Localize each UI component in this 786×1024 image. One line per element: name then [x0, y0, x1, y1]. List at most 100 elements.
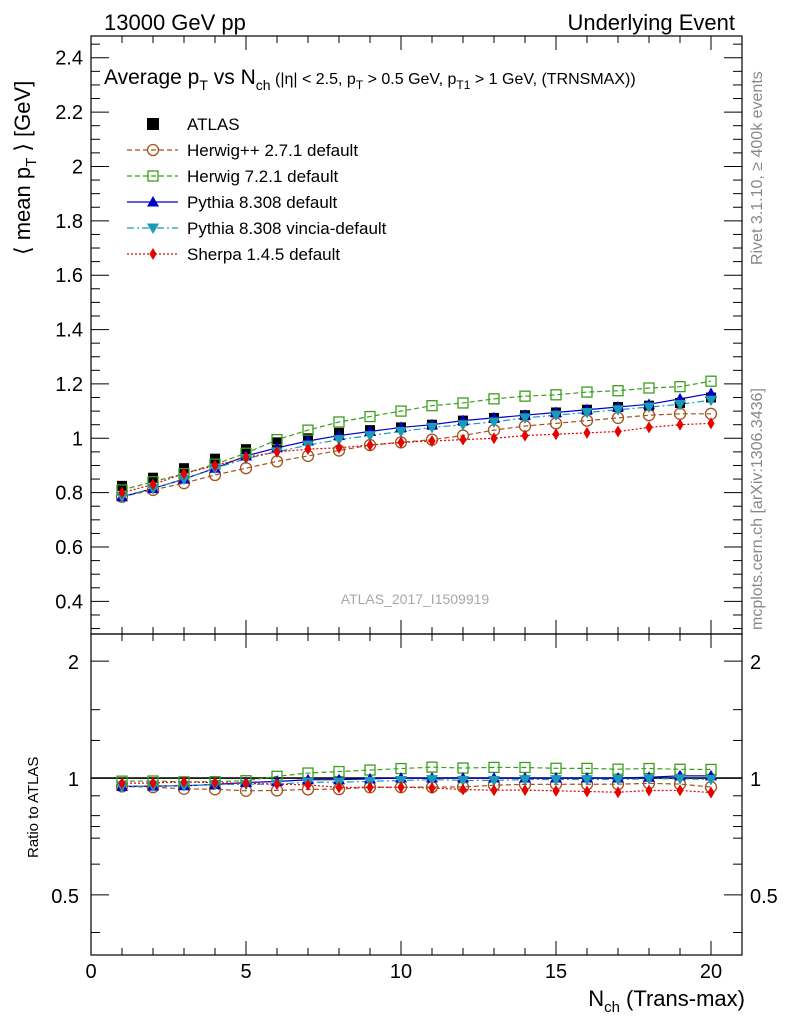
legend: ATLAS Herwig++ 2.7.1 default Herwig 7.2.1 …	[127, 115, 387, 264]
point-sherpa-1-4-5-default	[397, 436, 405, 449]
ratio-y-tick-label: 1	[68, 769, 79, 791]
point-pythia-8-308-vincia-default	[333, 435, 345, 446]
ratio-point-pythia-8-308-vincia-default	[488, 775, 500, 787]
point-herwig-7-2-1-default	[395, 405, 407, 417]
point-herwig-7-2-1-default	[550, 389, 562, 401]
ratio-point-sherpa-1-4-5-default	[149, 777, 157, 790]
point-pythia-8-308-vincia-default	[612, 405, 624, 416]
data-point-atlas	[148, 472, 158, 483]
x-tick-label: 0	[85, 961, 96, 983]
y-tick-label: 0.6	[55, 537, 83, 559]
point-pythia-8-308-vincia-default	[178, 474, 190, 486]
legend-marker-sherpa-1-4-5-default	[149, 248, 157, 260]
point-sherpa-1-4-5-default	[335, 441, 343, 454]
point-sherpa-1-4-5-default	[118, 486, 126, 499]
y-tick-label: 2	[72, 156, 83, 178]
ratio-point-sherpa-1-4-5-default	[304, 778, 312, 791]
point-pythia-8-308-vincia-default	[426, 422, 438, 434]
y-tick-label: 1.8	[55, 211, 83, 233]
y-tick-label: 1	[72, 428, 83, 450]
point-pythia-8-308-vincia-default	[643, 402, 655, 414]
point-herwig-7-2-1-default	[333, 416, 345, 428]
legend-marker-pythia-8-308-vincia-default	[147, 223, 159, 234]
point-herwig-7-2-1-default	[581, 386, 593, 398]
ratio-point-sherpa-1-4-5-default	[335, 781, 343, 794]
ratio-y-tick-label: 2	[68, 652, 79, 674]
ratio-point-sherpa-1-4-5-default	[366, 781, 374, 794]
point-herwig-7-2-1-default	[643, 382, 655, 394]
legend-label-sherpa-1-4-5-default: Sherpa 1.4.5 default	[187, 245, 340, 264]
point-herwig-7-2-1-default	[426, 400, 438, 412]
point-pythia-8-308-default	[705, 387, 717, 398]
y-axis-label: ⟨ mean pT ⟩ [GeV]	[10, 81, 40, 255]
point-sherpa-1-4-5-default	[676, 418, 684, 431]
legend-label-pythia-8-308-vincia-default: Pythia 8.308 vincia-default	[187, 219, 387, 238]
y-tick-label: 0.8	[55, 483, 83, 505]
point-sherpa-1-4-5-default	[273, 445, 281, 458]
ratio-point-pythia-8-308-vincia-default	[519, 775, 531, 786]
data-point-atlas	[117, 480, 127, 491]
x-tick-label: 15	[545, 961, 567, 983]
point-pythia-8-308-vincia-default	[674, 399, 686, 411]
ratio-point-sherpa-1-4-5-default	[583, 785, 591, 798]
ratio-point-sherpa-1-4-5-default	[211, 776, 219, 789]
ratio-point-sherpa-1-4-5-default	[180, 775, 188, 788]
y-tick-label: 2.4	[55, 48, 83, 70]
y-tick-label: 2.2	[55, 102, 83, 124]
ratio-point-sherpa-1-4-5-default	[676, 784, 684, 797]
point-sherpa-1-4-5-default	[583, 426, 591, 439]
x-axis-label: Nch (Trans-max)	[588, 986, 745, 1016]
ratio-y-tick-label-right: 2	[750, 652, 761, 674]
ratio-point-pythia-8-308-vincia-default	[581, 775, 593, 786]
point-pythia-8-308-vincia-default	[395, 426, 407, 438]
ratio-point-sherpa-1-4-5-default	[242, 777, 250, 790]
main-series-group	[115, 375, 718, 503]
y-tick-label: 1.2	[55, 374, 83, 396]
point-herwig-7-2-1-default	[612, 385, 624, 397]
y-tick-label: 1.4	[55, 320, 83, 342]
point-herwig-7-2-1-default	[364, 410, 376, 423]
x-tick-label: 5	[240, 961, 251, 983]
ratio-plot-frame	[90, 633, 743, 956]
point-sherpa-1-4-5-default	[521, 429, 529, 442]
header-right: Underlying Event	[567, 10, 735, 35]
point-herwig-7-2-1-default	[674, 380, 686, 393]
point-herwig-7-2-1-default	[488, 393, 500, 405]
legend-label-atlas: ATLAS	[187, 115, 240, 134]
point-pythia-8-308-vincia-default	[581, 407, 593, 419]
point-pythia-8-308-vincia-default	[705, 395, 717, 407]
point-pythia-8-308-vincia-default	[488, 417, 500, 428]
ratio-point-pythia-8-308-vincia-default	[612, 775, 624, 786]
ratio-series-group	[115, 761, 718, 799]
point-sherpa-1-4-5-default	[428, 435, 436, 448]
point-sherpa-1-4-5-default	[180, 467, 188, 480]
point-herwig-7-2-1-default	[457, 397, 469, 409]
x-tick-label: 20	[700, 961, 722, 983]
legend-marker-atlas	[147, 118, 159, 130]
ratio-point-pythia-8-308-vincia-default	[457, 775, 469, 787]
ratio-point-sherpa-1-4-5-default	[552, 784, 560, 797]
point-sherpa-1-4-5-default	[490, 432, 498, 445]
ratio-y-tick-label: 0.5	[51, 886, 79, 908]
ratio-point-sherpa-1-4-5-default	[707, 786, 715, 799]
point-sherpa-1-4-5-default	[366, 439, 374, 452]
ratio-point-sherpa-1-4-5-default	[490, 784, 498, 797]
mcplots-label: mcplots.cern.ch [arXiv:1306.3436]	[749, 388, 766, 630]
ratio-axis-ticks: 0.5 0.51 12 20 5 10 15 20	[51, 634, 778, 983]
point-sherpa-1-4-5-default	[459, 433, 467, 446]
series-line-sherpa-1-4-5-default	[121, 422, 712, 494]
data-point-atlas	[241, 444, 251, 455]
ratio-point-pythia-8-308-vincia-default	[705, 775, 717, 786]
main-axis-ticks: 0.4 0.6 0.8 1 1.2 1.4 1.6 1.8 2 2.2 2.4	[55, 36, 743, 634]
y-tick-label: 1.6	[55, 265, 83, 287]
chart-title: Average pT vs Nch (|η| < 2.5, pT > 0.5 G…	[104, 66, 636, 93]
point-sherpa-1-4-5-default	[645, 421, 653, 434]
point-sherpa-1-4-5-default	[552, 428, 560, 441]
ratio-y-tick-label-right: 0.5	[750, 886, 778, 908]
point-pythia-8-308-vincia-default	[364, 431, 376, 442]
ratio-point-pythia-8-308-vincia-default	[674, 774, 686, 785]
analysis-watermark: ATLAS_2017_I1509919	[341, 591, 490, 607]
point-sherpa-1-4-5-default	[304, 443, 312, 456]
ratio-point-sherpa-1-4-5-default	[273, 778, 281, 791]
point-herwig-7-2-1-default	[519, 390, 531, 402]
